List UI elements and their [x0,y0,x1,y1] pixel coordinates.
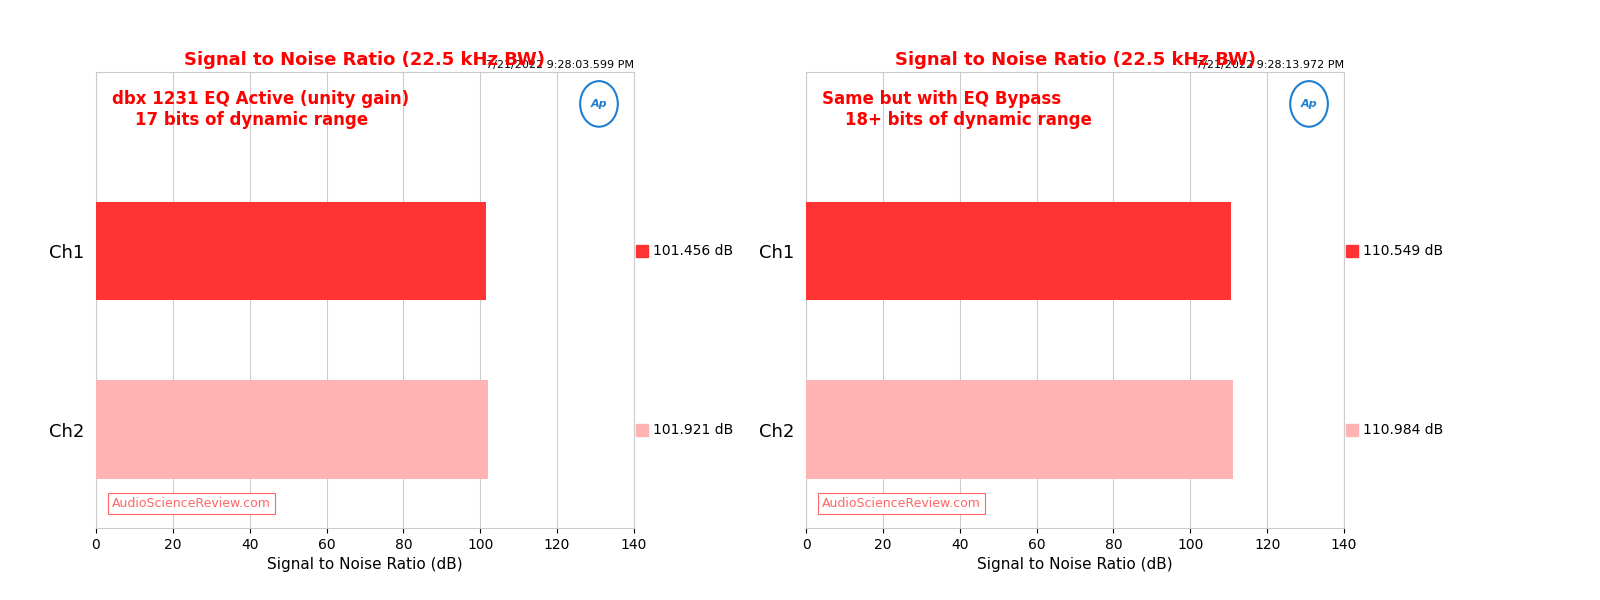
Text: Ap: Ap [1301,99,1317,109]
Text: 110.549 dB: 110.549 dB [1363,244,1443,258]
Text: 7/21/2022 9:28:13.972 PM: 7/21/2022 9:28:13.972 PM [1195,60,1344,70]
Title: Signal to Noise Ratio (22.5 kHz BW): Signal to Noise Ratio (22.5 kHz BW) [184,51,546,69]
Ellipse shape [1290,81,1328,127]
Text: 101.921 dB: 101.921 dB [653,422,733,437]
Text: 101.456 dB: 101.456 dB [653,244,733,258]
Bar [806,202,1230,300]
Ellipse shape [581,81,618,127]
Text: Ap: Ap [590,99,608,109]
Text: dbx 1231 EQ Active (unity gain)
    17 bits of dynamic range: dbx 1231 EQ Active (unity gain) 17 bits … [112,90,410,129]
Bar [96,380,488,479]
Bar [806,380,1232,479]
Text: AudioScienceReview.com: AudioScienceReview.com [822,497,981,510]
Text: Same but with EQ Bypass
    18+ bits of dynamic range: Same but with EQ Bypass 18+ bits of dyna… [822,90,1093,129]
X-axis label: Signal to Noise Ratio (dB): Signal to Noise Ratio (dB) [978,557,1173,572]
X-axis label: Signal to Noise Ratio (dB): Signal to Noise Ratio (dB) [267,557,462,572]
Title: Signal to Noise Ratio (22.5 kHz BW): Signal to Noise Ratio (22.5 kHz BW) [894,51,1256,69]
Text: 7/21/2022 9:28:03.599 PM: 7/21/2022 9:28:03.599 PM [486,60,634,70]
Text: AudioScienceReview.com: AudioScienceReview.com [112,497,270,510]
Bar [96,202,486,300]
Text: 110.984 dB: 110.984 dB [1363,422,1443,437]
